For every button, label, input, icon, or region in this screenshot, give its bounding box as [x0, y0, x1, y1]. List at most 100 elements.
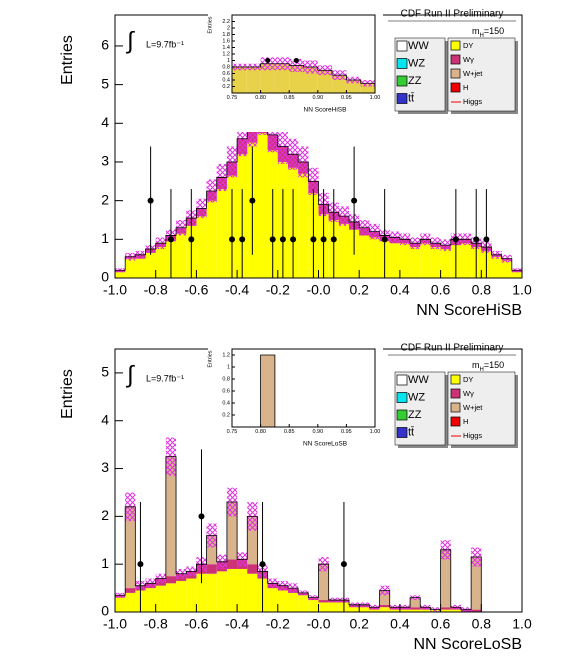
histogram-bar [289, 65, 304, 93]
histogram-bar [471, 609, 482, 612]
y-tick-label: 5 [101, 75, 109, 91]
histogram-bar [125, 258, 136, 278]
mass-label: mH=150 [472, 360, 504, 372]
x-tick-label: -0.4 [225, 282, 249, 298]
histogram-bar [155, 585, 166, 612]
y-axis-title: Entries [59, 35, 76, 85]
x-tick-label: -0.6 [184, 282, 208, 298]
legend-label: tt̄ [408, 92, 414, 104]
mass-label-sub: H [480, 367, 484, 373]
histogram-bar [260, 355, 275, 427]
histogram-bar [359, 607, 370, 612]
histogram-bar [379, 604, 390, 608]
histogram-bar [491, 256, 502, 278]
stack-outline [232, 63, 375, 84]
histogram-bar [308, 600, 319, 612]
legend-swatch [396, 427, 408, 438]
x-tick-label: 0.95 [341, 95, 352, 101]
header: CDF Run II Preliminary [401, 9, 504, 20]
y-tick-label: 0.2 [222, 412, 230, 418]
histogram-bar [237, 568, 248, 612]
x-tick-label: -0.0 [306, 616, 330, 632]
histogram-bar [196, 216, 207, 278]
histogram-bar [145, 252, 156, 278]
histogram-bar [206, 200, 217, 278]
histogram-bar [399, 243, 411, 278]
legend-swatch [450, 40, 461, 51]
histogram-bar [471, 557, 482, 610]
y-tick-label: 6 [101, 37, 109, 53]
histogram-bar [430, 247, 441, 278]
integral-sign: ∫ [125, 361, 135, 388]
histogram-bar [389, 609, 400, 612]
legend-label: Wγ [463, 389, 474, 398]
y-tick-label: 0 [101, 603, 109, 619]
inset-x-title: NN ScoreHiSB [304, 107, 347, 114]
histogram-bar [176, 233, 187, 278]
x-tick-label: 0.75 [227, 95, 238, 101]
histogram-bar [226, 568, 238, 612]
legend-label: H [463, 83, 468, 92]
mass-label-part: =150 [484, 360, 504, 370]
legend-label: Higgs [463, 97, 482, 106]
y-tick-label: 1 [101, 555, 109, 571]
histogram-bar [145, 588, 156, 612]
histogram-bar [460, 243, 472, 278]
inset-x-title: NN ScoreLoSB [303, 441, 347, 448]
y-tick-label: 1.4 [222, 45, 230, 51]
data-point [452, 236, 459, 243]
data-point [293, 58, 299, 63]
y-tick-label: 2 [101, 507, 109, 523]
histogram-bar [379, 607, 390, 612]
histogram-bar [511, 272, 522, 278]
inset-y-title: Entries [207, 350, 213, 367]
histogram-bar [232, 67, 247, 93]
y-tick-label: 0.8 [222, 64, 230, 70]
x-tick-label: 0.6 [431, 616, 451, 632]
mass-label: mH=150 [472, 26, 504, 38]
histogram-bar [420, 609, 431, 612]
y-tick-label: 3 [101, 153, 109, 169]
histogram-bar [206, 564, 217, 574]
data-point [279, 236, 286, 243]
data-point [269, 236, 276, 243]
histogram-bar [247, 573, 258, 612]
x-tick-label: 1.0 [512, 282, 532, 298]
plot-area [231, 348, 376, 428]
y-tick-label: 1.6 [222, 38, 230, 44]
y-tick-label: 5 [101, 364, 109, 380]
histogram-bar [196, 573, 207, 612]
y-axis-title: Entries [59, 369, 76, 419]
y-tick-label: 2 [227, 25, 230, 31]
legend-label: WW [408, 40, 429, 52]
legend-label: WW [408, 374, 429, 386]
histogram-bar [274, 63, 290, 93]
x-tick-label: -0.8 [144, 616, 168, 632]
histogram-bar [410, 607, 421, 610]
histogram-bar [267, 588, 278, 612]
histogram-bar [369, 609, 380, 612]
y-tick-label: 1.8 [222, 32, 230, 38]
x-tick-label: 0.95 [341, 429, 352, 435]
y-tick-label: 0.2 [222, 84, 230, 90]
legend-label: Higgs [463, 431, 482, 440]
legend-label: ZZ [408, 75, 422, 87]
x-tick-label: 0.80 [255, 95, 266, 101]
histogram-bar [115, 272, 126, 278]
legend-swatch [396, 392, 408, 403]
histogram-bar [410, 247, 421, 278]
histogram-bar [298, 595, 309, 612]
legend-label: tt̄ [408, 426, 414, 438]
histogram-bar [125, 506, 136, 589]
legend-swatch [450, 402, 461, 413]
histogram-bar [247, 564, 258, 574]
histogram-bar [440, 549, 451, 608]
histogram-bar [501, 260, 512, 278]
x-tick-label: -0.8 [144, 282, 168, 298]
histogram-bar [165, 583, 177, 612]
histogram-bar [206, 535, 217, 565]
histogram-bar [115, 597, 126, 612]
legend-swatch [396, 58, 408, 69]
histogram-bar [226, 502, 238, 560]
